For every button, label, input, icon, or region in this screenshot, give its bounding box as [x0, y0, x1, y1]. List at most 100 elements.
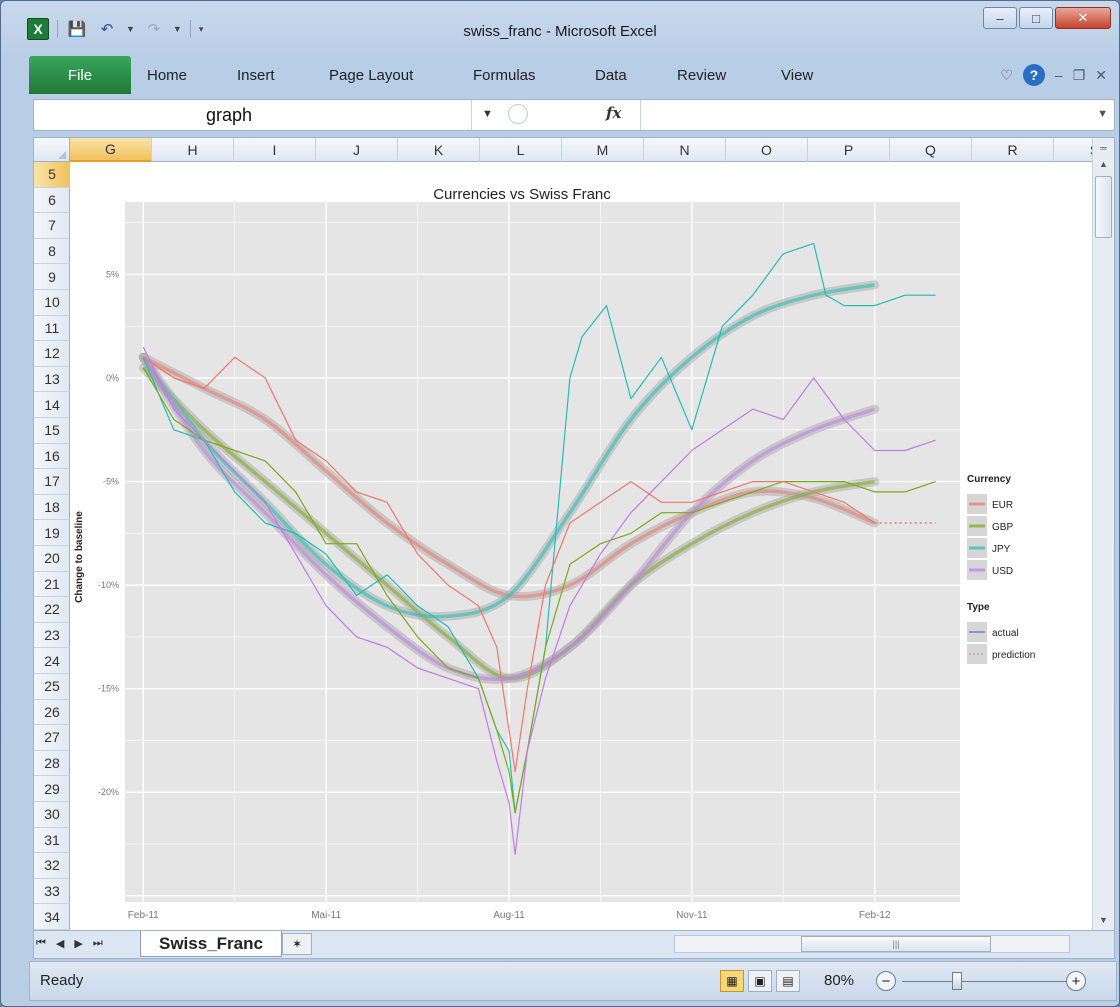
row-header-15[interactable]: 15 [34, 418, 70, 444]
insert-sheet-icon[interactable]: ✶ [282, 933, 312, 955]
redo-icon[interactable]: ↷ [147, 21, 161, 38]
row-header-5[interactable]: 5 [34, 162, 70, 188]
row-header-23[interactable]: 23 [34, 623, 70, 649]
row-header-16[interactable]: 16 [34, 444, 70, 470]
vertical-scroll-thumb[interactable] [1095, 176, 1112, 238]
column-header-k[interactable]: K [398, 138, 480, 162]
row-header-9[interactable]: 9 [34, 264, 70, 290]
row-header-29[interactable]: 29 [34, 776, 70, 802]
row-header-27[interactable]: 27 [34, 725, 70, 751]
redo-dropdown-icon[interactable]: ▼ [172, 24, 182, 34]
window-minimize-icon[interactable]: – [1054, 67, 1063, 83]
formula-separator [640, 100, 641, 130]
next-sheet-icon[interactable]: ▶ [74, 938, 83, 950]
row-header-6[interactable]: 6 [34, 188, 70, 214]
row-header-30[interactable]: 30 [34, 802, 70, 828]
zoom-in-icon[interactable]: + [1066, 971, 1086, 991]
row-header-26[interactable]: 26 [34, 700, 70, 726]
expand-formula-bar-icon[interactable]: ▼ [1097, 108, 1108, 120]
name-box-dropdown-icon[interactable]: ▼ [482, 108, 493, 120]
horizontal-scrollbar[interactable]: ||| [674, 935, 1070, 953]
undo-icon[interactable]: ↶ [100, 21, 114, 38]
last-sheet-icon[interactable]: ⏭ [92, 937, 103, 949]
close-icon[interactable]: ✕ [1055, 7, 1111, 29]
row-header-8[interactable]: 8 [34, 239, 70, 265]
row-header-11[interactable]: 11 [34, 316, 70, 342]
customize-qat-icon[interactable]: ▾ [198, 23, 204, 34]
save-icon[interactable]: 💾 [67, 21, 87, 38]
row-header-17[interactable]: 17 [34, 469, 70, 495]
row-header-7[interactable]: 7 [34, 213, 70, 239]
tab-page-layout[interactable]: Page Layout [329, 66, 414, 84]
chart-object[interactable]: Currencies vs Swiss Franc Change to base… [70, 162, 1092, 930]
row-header-28[interactable]: 28 [34, 751, 70, 777]
row-header-22[interactable]: 22 [34, 597, 70, 623]
window-controls: – □ ✕ [983, 7, 1111, 29]
maximize-icon[interactable]: □ [1019, 7, 1053, 29]
column-header-l[interactable]: L [480, 138, 562, 162]
y-tick-labels: 5% 0% -5% -10% -15% -20% [98, 269, 119, 797]
row-header-19[interactable]: 19 [34, 520, 70, 546]
row-header-21[interactable]: 21 [34, 572, 70, 598]
column-header-j[interactable]: J [316, 138, 398, 162]
column-header-m[interactable]: M [562, 138, 644, 162]
column-header-i[interactable]: I [234, 138, 316, 162]
row-header-24[interactable]: 24 [34, 648, 70, 674]
window-close-icon[interactable]: ✕ [1095, 66, 1107, 83]
name-box[interactable]: graph [34, 100, 472, 130]
first-sheet-icon[interactable]: ⏮ [36, 937, 46, 949]
row-header-34[interactable]: 34 [34, 904, 70, 930]
horizontal-scroll-thumb[interactable]: ||| [801, 936, 991, 952]
help-icon[interactable]: ? [1022, 64, 1045, 86]
tab-view[interactable]: View [781, 66, 814, 84]
worksheet[interactable]: GHIJKLMNOPQRS 56789101112131415161718192… [33, 137, 1115, 931]
x-tick-label: Feb-11 [128, 910, 159, 921]
formula-expand-handle[interactable] [508, 104, 528, 124]
column-header-p[interactable]: P [808, 138, 890, 162]
window-restore-icon[interactable]: ❐ [1072, 66, 1086, 83]
tab-formulas[interactable]: Formulas [473, 66, 536, 84]
column-header-q[interactable]: Q [890, 138, 972, 162]
prev-sheet-icon[interactable]: ◀ [55, 938, 65, 950]
row-header-10[interactable]: 10 [34, 290, 70, 316]
page-break-view-icon[interactable]: ▤ [776, 970, 800, 992]
row-header-20[interactable]: 20 [34, 546, 70, 572]
row-header-32[interactable]: 32 [34, 853, 70, 879]
row-header-18[interactable]: 18 [34, 495, 70, 521]
tab-insert[interactable]: Insert [237, 66, 275, 84]
row-header-14[interactable]: 14 [34, 392, 70, 418]
zoom-level[interactable]: 80% [824, 972, 855, 989]
undo-dropdown-icon[interactable]: ▼ [126, 24, 135, 34]
minimize-icon[interactable]: – [983, 7, 1017, 29]
sheet-tab-swiss-franc[interactable]: Swiss_Franc [140, 931, 282, 957]
column-header-g[interactable]: G [70, 138, 152, 162]
minimize-ribbon-icon[interactable]: ♡ [1000, 66, 1013, 83]
zoom-slider-track[interactable] [902, 981, 1066, 982]
formula-input[interactable] [648, 104, 1088, 126]
tab-file[interactable]: File [29, 56, 131, 94]
scroll-up-icon[interactable]: ▲ [1099, 159, 1108, 169]
scroll-down-icon[interactable]: ▼ [1099, 915, 1108, 925]
column-header-n[interactable]: N [644, 138, 726, 162]
zoom-out-icon[interactable]: − [876, 971, 896, 991]
column-header-o[interactable]: O [726, 138, 808, 162]
x-tick-labels: Feb-11 Mai-11 Aug-11 Nov-11 Feb-12 [128, 910, 891, 921]
zoom-slider-thumb[interactable] [952, 972, 962, 990]
insert-function-icon[interactable]: fx [606, 104, 622, 122]
tab-home[interactable]: Home [147, 66, 188, 84]
row-header-13[interactable]: 13 [34, 367, 70, 393]
excel-app-icon[interactable]: X [27, 18, 49, 40]
vertical-scrollbar[interactable]: ═ ▲ ▼ [1092, 138, 1114, 930]
row-header-12[interactable]: 12 [34, 341, 70, 367]
tab-review[interactable]: Review [677, 66, 727, 84]
column-header-r[interactable]: R [972, 138, 1054, 162]
column-header-h[interactable]: H [152, 138, 234, 162]
row-header-25[interactable]: 25 [34, 674, 70, 700]
select-all-corner[interactable] [34, 138, 70, 162]
normal-view-icon[interactable]: ▦ [720, 970, 744, 992]
row-header-33[interactable]: 33 [34, 879, 70, 905]
row-header-31[interactable]: 31 [34, 828, 70, 854]
tab-data[interactable]: Data [595, 66, 627, 84]
page-layout-view-icon[interactable]: ▣ [748, 970, 772, 992]
split-box-icon[interactable]: ═ [1100, 143, 1107, 153]
